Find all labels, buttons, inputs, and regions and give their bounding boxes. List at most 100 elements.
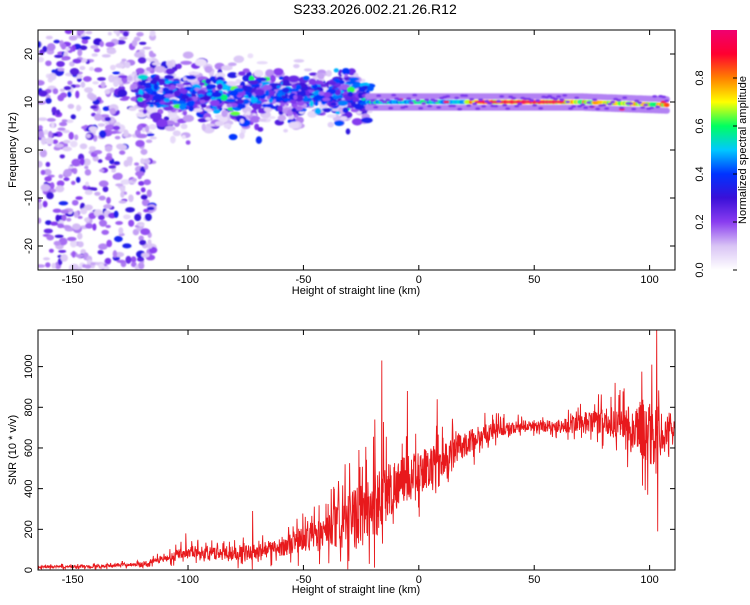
spectrogram-cell (303, 95, 309, 101)
spectrogram-cell (341, 67, 351, 76)
spectrogram-cell (98, 180, 109, 187)
spectrogram-cell (50, 122, 55, 128)
spectrogram-cell (663, 107, 670, 114)
x-tick-label: 50 (528, 574, 540, 586)
spectrogram-cell (126, 75, 133, 82)
y-tick-label: 0 (23, 147, 35, 153)
spectrogram-cell (255, 136, 263, 144)
spectrogram-cell (445, 95, 451, 98)
spectrogram-cell (277, 105, 283, 112)
spectrogram-cell (38, 80, 45, 86)
spectrogram-cell (325, 70, 332, 77)
spectrogram-cell (131, 39, 138, 47)
spectrogram-cell (115, 63, 125, 69)
spectrogram-cell (347, 86, 355, 93)
spectrogram-cell (146, 206, 155, 211)
x-tick-label: -50 (295, 574, 311, 586)
spectrogram-cell (320, 83, 329, 88)
spectrogram-cell (586, 101, 592, 104)
spectrogram-cell (59, 121, 68, 127)
snr-panel: -150 -100 -50 0 50 100 0 200 400 600 800 1000 Heig… (7, 329, 676, 596)
figure-title: S233.2026.002.21.26.R12 (293, 1, 457, 17)
spectrogram-cell (81, 38, 89, 45)
spectrogram-cell (67, 91, 72, 98)
x-tick-label: 100 (640, 274, 658, 286)
spectrogram-cell (373, 105, 379, 109)
spectrogram-cell (142, 46, 152, 50)
spectrogram-cell (112, 250, 118, 258)
spectrogram-cell (583, 106, 589, 109)
spectrogram-cell (631, 107, 637, 111)
spectrogram-cell (192, 108, 203, 113)
spectrogram-cell (176, 63, 182, 69)
spectrogram-cell (52, 139, 59, 145)
spectrogram-cell (622, 96, 628, 99)
spectrogram-cell (493, 104, 499, 108)
spectrogram-cell (191, 89, 196, 95)
spectrogram-cell (50, 221, 59, 226)
spectrogram-cell (433, 99, 439, 103)
spectrogram-cell (348, 77, 360, 81)
spectrogram-cell (511, 96, 517, 100)
spectrogram-cell (123, 129, 129, 137)
spectrogram-cell (250, 96, 258, 104)
spectrogram-cell (38, 56, 45, 63)
spectrogram-cell (99, 130, 107, 139)
spectrogram-cell (75, 90, 80, 99)
spectrogram-cell (109, 107, 117, 115)
x-tick-label: 100 (640, 574, 658, 586)
spectrogram-cell (436, 106, 442, 109)
spectrogram-cell (56, 180, 65, 187)
spectrogram-cell (227, 62, 237, 67)
spectrogram-cell (382, 100, 388, 104)
spectrogram-cell (149, 79, 158, 85)
spectrogram-cell (164, 74, 175, 80)
spectrogram-cell (109, 64, 116, 71)
spectrogram-cell (163, 84, 171, 88)
colorbar-tick-label: 0.6 (694, 118, 706, 133)
spectrogram-cell (268, 98, 274, 104)
spectrogram-cell (283, 98, 291, 102)
spectrogram-cell (66, 236, 77, 242)
spectrogram-cell (135, 191, 141, 195)
spectrogram-cell (165, 68, 175, 75)
spectrogram-cell (291, 107, 297, 113)
spectrogram-cell (122, 31, 129, 37)
spectrogram-cell (574, 96, 580, 100)
spectrogram-cell (559, 100, 564, 104)
spectrogram-cell (424, 98, 430, 102)
spectrogram-cell (466, 104, 472, 107)
spectrogram-cell (105, 124, 115, 131)
spectrogram-cell (76, 30, 85, 35)
spectrogram-cell (276, 92, 283, 98)
spectrogram-cell (56, 109, 61, 116)
spectrogram-cell (99, 40, 105, 48)
spectrogram-cell (93, 113, 103, 121)
spectrogram-cell (97, 159, 103, 164)
spectrogram-cell (273, 68, 284, 76)
spectrogram-cell (347, 91, 354, 97)
spectrogram-cell (135, 67, 145, 75)
spectrogram-cell (376, 94, 382, 97)
spectrogram-cell (85, 30, 93, 35)
spectrogram-cell (142, 93, 151, 100)
spectrogram-cell (54, 143, 64, 148)
spectrogram-cell (314, 101, 319, 106)
spectrogram-cell (242, 68, 250, 74)
spectrogram-cell (88, 126, 98, 132)
spectrogram-cell (54, 54, 64, 59)
spectrogram-cell (330, 102, 337, 106)
spectrogram-cell (145, 101, 157, 105)
spectrogram-cell (144, 213, 152, 221)
spectrogram-cell (328, 81, 337, 86)
spectrogram-cell (45, 35, 53, 40)
snr-x-ticks: -150 -100 -50 0 50 100 (62, 330, 659, 586)
spectrogram-cell (326, 114, 337, 118)
spectrogram-cell (337, 100, 349, 107)
spectrogram-cell (559, 98, 565, 102)
spectrogram-cell (130, 256, 137, 263)
spectrogram-cell (118, 200, 127, 204)
spectrogram-cell (38, 202, 43, 210)
spectrogram-cell (58, 174, 64, 179)
spectrogram-cell (45, 97, 52, 104)
